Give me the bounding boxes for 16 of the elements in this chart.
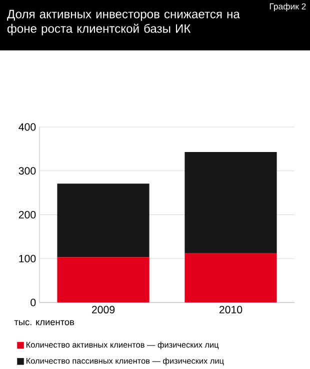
- y-tick-label: 100: [19, 254, 36, 262]
- x-tick-label: 2010: [219, 306, 242, 314]
- chart-title: Доля активных инвесторов снижается на фоне роста клиентской базы ИК: [6, 10, 240, 36]
- bar: [57, 184, 150, 258]
- legend-label: Количество пассивных клиентов — физических лиц: [26, 358, 224, 366]
- bar: [184, 253, 277, 302]
- legend-label: Количество активных клиентов — физических лиц: [26, 342, 218, 350]
- bar: [57, 257, 150, 302]
- y-tick-label: 300: [18, 167, 36, 175]
- y-tick-label: 200: [18, 210, 36, 218]
- bar: [184, 152, 277, 254]
- y-axis-title: тыс. клиентов: [14, 320, 74, 326]
- x-tick-label: 2009: [92, 306, 114, 314]
- text: График 2: [270, 3, 306, 12]
- y-tick-label: 0: [30, 298, 36, 306]
- y-tick-label: 400: [18, 123, 36, 131]
